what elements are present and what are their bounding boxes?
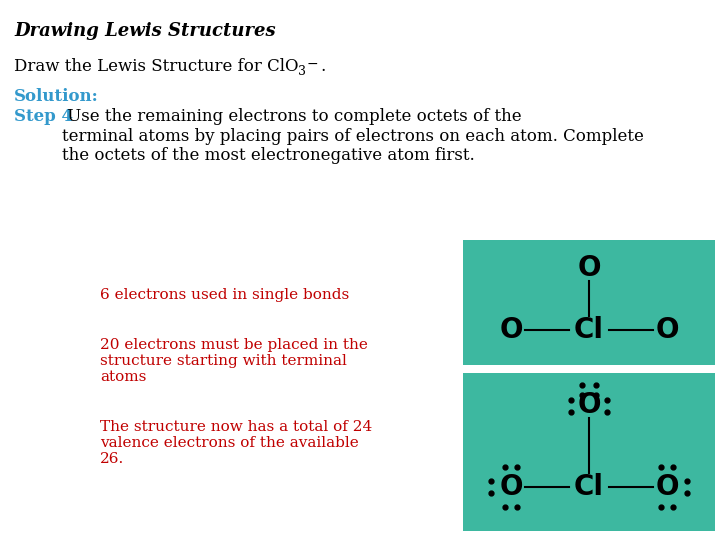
Text: O: O xyxy=(655,473,679,501)
Text: 6 electrons used in single bonds: 6 electrons used in single bonds xyxy=(100,288,349,302)
Text: Drawing Lewis Structures: Drawing Lewis Structures xyxy=(14,22,276,40)
Text: O: O xyxy=(499,473,523,501)
Text: .: . xyxy=(320,58,325,75)
Text: O: O xyxy=(577,391,600,419)
Text: O: O xyxy=(655,316,679,344)
Text: 20 electrons must be placed in the
structure starting with terminal
atoms: 20 electrons must be placed in the struc… xyxy=(100,338,368,384)
Text: O: O xyxy=(499,316,523,344)
Text: O: O xyxy=(577,254,600,282)
Bar xyxy=(463,240,715,365)
Bar xyxy=(463,373,715,531)
Text: Use the remaining electrons to complete octets of the
terminal atoms by placing : Use the remaining electrons to complete … xyxy=(62,108,644,164)
Text: Solution:: Solution: xyxy=(14,88,99,105)
Text: 3: 3 xyxy=(298,65,306,78)
Text: Cl: Cl xyxy=(574,473,604,501)
Text: The structure now has a total of 24
valence electrons of the available
26.: The structure now has a total of 24 vale… xyxy=(100,420,372,467)
Text: Cl: Cl xyxy=(574,316,604,344)
Text: Draw the Lewis Structure for ClO: Draw the Lewis Structure for ClO xyxy=(14,58,299,75)
Text: −: − xyxy=(307,57,319,71)
Text: Step 4: Step 4 xyxy=(14,108,73,125)
